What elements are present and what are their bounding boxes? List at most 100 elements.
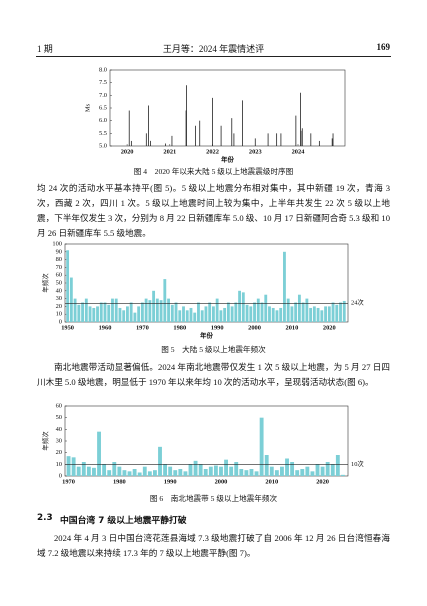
bar xyxy=(305,298,309,322)
bar xyxy=(226,302,230,322)
bar xyxy=(198,464,203,476)
reference-label: 24次 xyxy=(351,298,364,307)
bar xyxy=(168,466,173,476)
bar xyxy=(249,469,254,476)
plot-frame xyxy=(109,69,346,147)
bar xyxy=(142,466,147,476)
bar xyxy=(264,455,269,476)
bar xyxy=(97,431,101,476)
section-title: 中国台湾 7 级以上地震平静打破 xyxy=(60,516,187,526)
paragraph: 2024 年 4 月 3 日中国台湾花莲县海域 7.3 级地震打破了自 2006… xyxy=(37,533,390,558)
paragraph: 南北地震带活动显著偏低。2024 年南北地震带仅发生 1 次 5 级以上地震，为… xyxy=(37,362,390,387)
bar xyxy=(152,470,157,476)
bar xyxy=(294,302,298,322)
bar xyxy=(122,470,127,476)
x-tick-label: 2022 xyxy=(206,148,219,155)
bar xyxy=(283,251,286,322)
bar xyxy=(188,464,193,476)
y-tick-label: 8.0 xyxy=(99,66,107,73)
bar xyxy=(183,471,188,476)
bar xyxy=(224,459,228,476)
bar xyxy=(208,302,212,322)
bar xyxy=(158,446,162,476)
bar xyxy=(297,294,301,322)
bar xyxy=(238,290,242,322)
bar xyxy=(234,462,239,476)
bar xyxy=(342,300,346,322)
x-tick-label: 1980 xyxy=(113,478,126,485)
bar xyxy=(92,307,96,322)
bar xyxy=(204,306,208,322)
bar xyxy=(81,462,86,476)
x-tick-label: 2024 xyxy=(292,148,306,155)
bar xyxy=(99,302,103,322)
bar xyxy=(178,310,182,322)
x-axis-label: 年份 xyxy=(200,330,213,339)
bar xyxy=(316,307,320,322)
bar xyxy=(137,306,141,322)
y-tick-label: 6.0 xyxy=(99,117,107,124)
bar xyxy=(234,302,238,322)
y-tick-label: 70 xyxy=(56,264,62,271)
bar xyxy=(92,467,96,476)
bar xyxy=(155,298,159,322)
bar xyxy=(264,294,268,322)
bar xyxy=(269,466,274,476)
y-tick-label: 30 xyxy=(56,295,62,302)
bar xyxy=(219,310,223,322)
chart-fig6: 0 10 20 30 40 50 60 1970 1980 1990 2000 2010 2020 年频次… xyxy=(40,402,364,485)
bar xyxy=(170,304,174,322)
bar xyxy=(86,466,91,476)
bar xyxy=(163,464,168,476)
y-tick-label: 7.5 xyxy=(99,79,107,86)
bar xyxy=(112,462,117,476)
y-tick-label: 90 xyxy=(56,248,62,255)
bar xyxy=(256,298,260,322)
bar xyxy=(84,298,88,322)
bar xyxy=(77,304,81,322)
bar xyxy=(122,310,126,322)
bar xyxy=(66,250,70,322)
x-tick-label: 2010 xyxy=(265,478,278,485)
bar xyxy=(327,306,331,322)
y-tick-label: 10 xyxy=(56,461,62,468)
bar xyxy=(111,298,114,322)
bar xyxy=(132,469,137,476)
y-tick-label: 50 xyxy=(56,414,62,421)
bar xyxy=(280,466,284,476)
bar xyxy=(310,471,315,476)
y-tick-label: 50 xyxy=(56,279,62,286)
bar xyxy=(335,304,339,322)
bar xyxy=(185,310,189,322)
bar xyxy=(96,306,99,322)
bar xyxy=(340,474,345,476)
bar xyxy=(71,457,76,476)
bar xyxy=(66,456,71,476)
x-tick-label: 2000 xyxy=(248,324,261,331)
header-rule xyxy=(36,56,391,57)
bar xyxy=(335,455,340,476)
bar xyxy=(137,472,142,476)
y-tick-label: 60 xyxy=(56,272,62,279)
x-tick-label: 2023 xyxy=(249,148,262,155)
bar xyxy=(193,460,198,476)
x-tick-label: 2021 xyxy=(163,148,176,155)
bar xyxy=(241,292,245,322)
bar xyxy=(182,306,185,322)
bar xyxy=(189,307,193,322)
bar xyxy=(144,298,148,322)
bar xyxy=(253,302,256,322)
bar xyxy=(208,466,213,476)
bar xyxy=(200,310,204,322)
bar xyxy=(239,469,244,476)
bar xyxy=(167,298,170,322)
running-title: 王月等：2024 年震情述评 xyxy=(162,44,265,54)
y-tick-label: 80 xyxy=(56,256,62,263)
bar xyxy=(271,307,275,322)
chart-fig4: 5.0 5.5 6.0 6.5 7.0 7.5 8.0 2020 2021 2022 2023 202… xyxy=(84,66,346,163)
bar xyxy=(230,306,234,322)
bar xyxy=(300,469,305,476)
y-tick-label: 5.0 xyxy=(99,142,107,149)
